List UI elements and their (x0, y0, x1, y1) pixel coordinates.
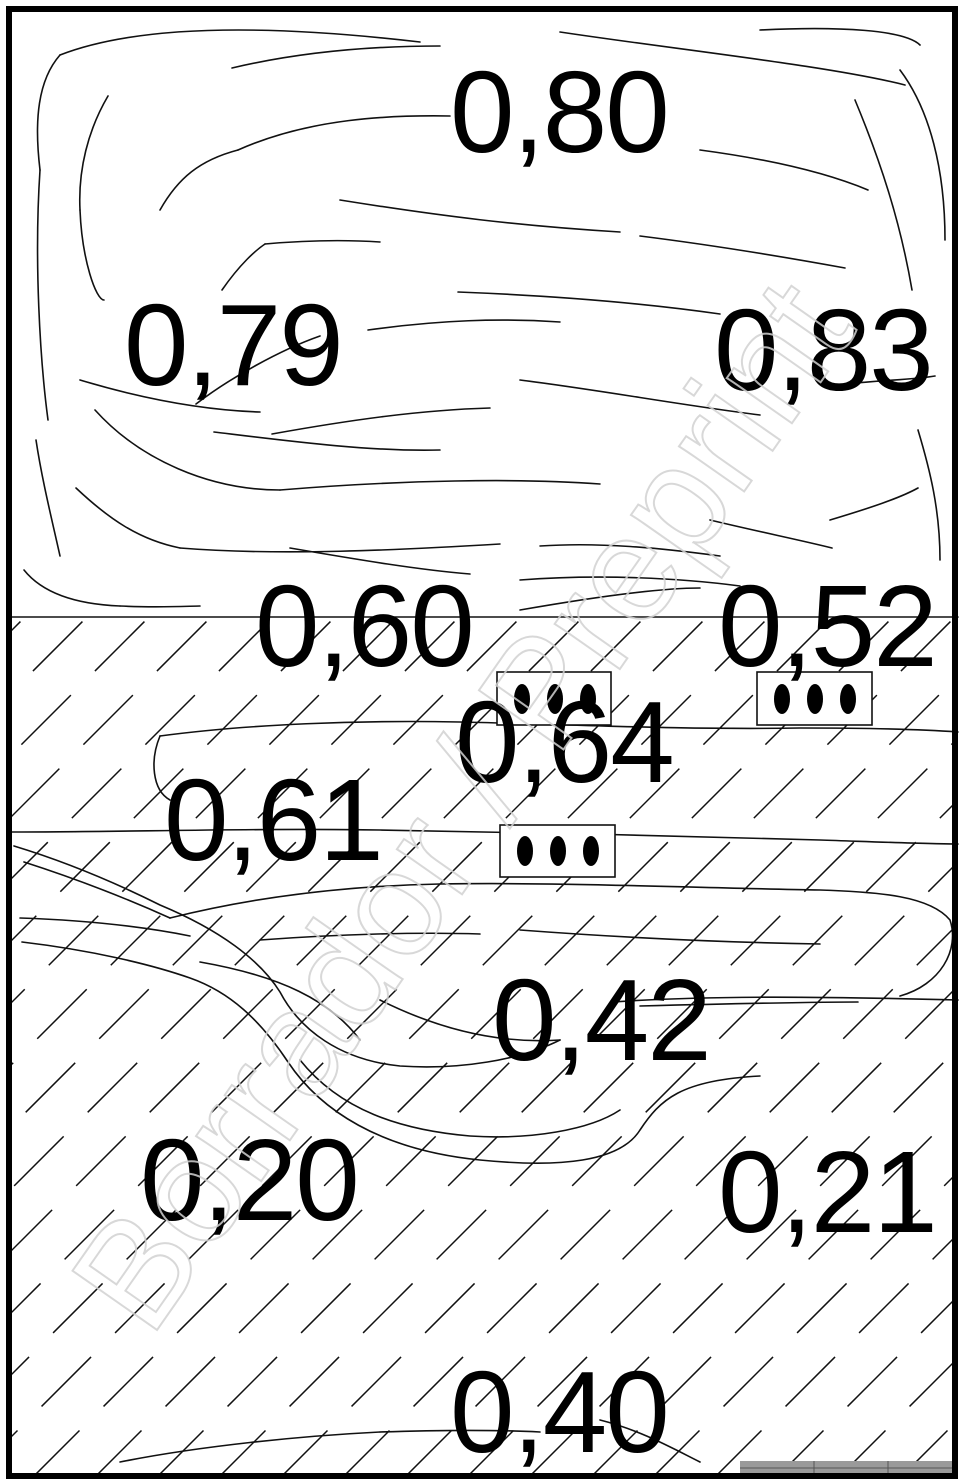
luminaire-3 (499, 824, 616, 878)
luminaire-2 (756, 671, 873, 726)
scale-bar (740, 1461, 956, 1476)
hatch-line (12, 619, 85, 694)
value-label-0-42: 0,42 (492, 955, 710, 1085)
lamp (550, 836, 566, 866)
value-label-0-60: 0,60 (255, 561, 473, 691)
illuminance-labels: 0,80 0,79 0,83 0,60 0,52 0,64 0,61 0,42 … (124, 47, 938, 1477)
value-label-0-20: 0,20 (140, 1115, 358, 1245)
plan-border (6, 6, 958, 1479)
value-label-0-52: 0,52 (718, 561, 936, 691)
luminaire-1 (496, 671, 612, 726)
lamp (580, 684, 596, 714)
hatch-line (902, 1418, 958, 1474)
lamp (840, 684, 856, 714)
hatch-line (840, 1356, 958, 1474)
value-label-0-64: 0,64 (455, 677, 673, 807)
value-label-0-83: 0,83 (714, 285, 932, 415)
hatch-line (12, 619, 147, 756)
contour-lines (11, 27, 959, 1463)
lamp (514, 684, 530, 714)
hatch-line (716, 1232, 958, 1474)
value-label-0-79: 0,79 (124, 280, 342, 410)
lamp (547, 684, 563, 714)
value-label-0-21: 0,21 (718, 1127, 936, 1257)
lamp (517, 836, 533, 866)
lamp (583, 836, 599, 866)
value-label-0-61: 0,61 (164, 755, 382, 885)
value-label-0-40: 0,40 (450, 1347, 668, 1477)
lamp (807, 684, 823, 714)
value-label-0-80: 0,80 (450, 47, 668, 177)
lamp (774, 684, 790, 714)
hatch-line (778, 1294, 958, 1474)
